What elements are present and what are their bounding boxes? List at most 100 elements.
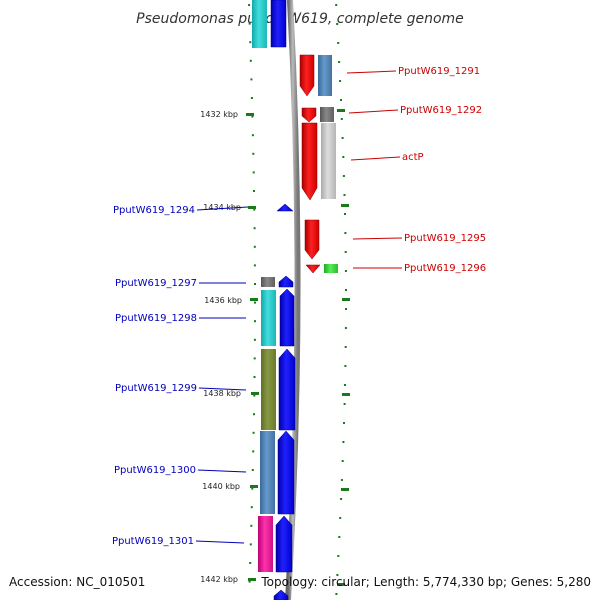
gene-arrow-PputW619_1295[interactable]: [304, 219, 320, 260]
scale-dot: [253, 208, 256, 211]
scale-dot: [343, 422, 345, 424]
scale-dot: [340, 498, 343, 500]
gene-arrow-PputW619_1301[interactable]: [275, 515, 293, 573]
scale-dot: [254, 320, 256, 323]
gene-arrow-PputW619_1291[interactable]: [299, 54, 315, 97]
scale-dot: [340, 99, 342, 101]
gene-arrow-PputW619_1300[interactable]: [277, 430, 295, 515]
scale-dot: [342, 441, 345, 443]
gene-arrow-actP[interactable]: [301, 122, 318, 201]
scale-dot: [254, 283, 256, 285]
outer-scale-dots: [335, 4, 347, 595]
kbp-label-1438: 1438 kbp: [203, 389, 241, 398]
gene-label-PputW619_1299[interactable]: PputW619_1299: [115, 383, 197, 394]
scale-dot: [343, 403, 346, 405]
scale-dot: [252, 152, 255, 155]
scale-dot: [248, 22, 251, 25]
gene-label-PputW619_1298[interactable]: PputW619_1298: [115, 313, 197, 324]
scale-dot: [345, 289, 347, 291]
cog-block-PputW619_1296: [324, 264, 338, 273]
kbp-label-1432: 1432 kbp: [200, 110, 238, 119]
scale-dot: [253, 190, 255, 192]
scale-dot: [344, 384, 346, 386]
accession-text: Accession: NC_010501: [9, 575, 145, 589]
scale-dot: [250, 524, 253, 527]
scale-dot: [344, 270, 347, 272]
kbp-tick-1438: [251, 392, 259, 395]
gene-label-PputW619_1294[interactable]: PputW619_1294: [113, 205, 195, 216]
scale-dot: [343, 194, 346, 196]
scale-dot: [335, 4, 338, 6]
gene-arrow-PputW619_1297[interactable]: [278, 275, 294, 288]
scale-dot: [253, 376, 256, 378]
gene-arrow-PputW619_1296[interactable]: [305, 264, 321, 274]
cog-block-PputW619_1301: [258, 516, 273, 572]
kbp-label-1436: 1436 kbp: [204, 296, 242, 305]
scale-dot: [337, 42, 340, 44]
gene-arrow-PputW619_1294[interactable]: [276, 203, 294, 212]
cog-block-PputW619_1292: [320, 107, 334, 122]
scale-dot: [249, 41, 252, 44]
scale-dot: [335, 593, 338, 595]
kbp-label-1442: 1442 kbp: [200, 575, 238, 584]
scale-dot: [339, 80, 342, 82]
kbp-tick-1432: [246, 113, 254, 116]
scale-dot: [249, 59, 252, 62]
scale-dot: [341, 137, 344, 139]
gene-arrow-PputW619_1298[interactable]: [279, 288, 295, 347]
scale-dot: [344, 251, 347, 253]
scale-dot: [344, 365, 347, 367]
gene-arrow-downstream[interactable]: [273, 589, 289, 600]
inner-scale-dots: [248, 4, 256, 583]
cog-block-PputW619_1291: [318, 55, 332, 96]
gene-label-PputW619_1295[interactable]: PputW619_1295: [404, 233, 486, 244]
cog-block-actP: [321, 123, 336, 199]
kbp-label-1434: 1434 kbp: [203, 203, 241, 212]
scale-dot: [250, 506, 253, 509]
gene-label-PputW619_1292[interactable]: PputW619_1292: [400, 105, 482, 116]
scale-dot: [344, 213, 346, 215]
scale-dot: [252, 450, 255, 453]
genome-title: Pseudomonas putida W619, complete genome: [136, 11, 464, 27]
gene-label-PputW619_1300[interactable]: PputW619_1300: [114, 465, 196, 476]
scale-dot: [252, 171, 255, 174]
cog-block-upstream: [252, 0, 267, 48]
outer-tick: [341, 488, 349, 491]
cog-block-PputW619_1298: [261, 290, 276, 346]
gene-arrow-upstream[interactable]: [270, 0, 287, 48]
gene-label-PputW619_1297[interactable]: PputW619_1297: [115, 278, 197, 289]
scale-dot: [338, 61, 341, 63]
gene-arrow-PputW619_1292[interactable]: [301, 107, 317, 123]
scale-dot: [249, 562, 252, 564]
scale-dot: [344, 346, 347, 348]
gene-label-PputW619_1291[interactable]: PputW619_1291: [398, 66, 480, 77]
scale-dot: [251, 134, 254, 137]
scale-dot: [252, 431, 255, 434]
outer-tick: [337, 583, 345, 586]
leader-lines: [195, 70, 403, 544]
scale-dot: [250, 97, 253, 99]
scale-dot: [248, 580, 251, 583]
kbp-tick-1442: [248, 578, 256, 581]
scale-dot: [344, 232, 347, 234]
scale-dot: [253, 227, 256, 230]
gene-arrow-PputW619_1299[interactable]: [278, 348, 296, 431]
scale-dot: [249, 543, 252, 546]
scale-dot: [342, 175, 345, 177]
scale-dot: [339, 517, 342, 519]
scale-dot: [340, 118, 343, 120]
scale-dot: [250, 78, 253, 81]
scale-dot: [248, 4, 251, 6]
gene-label-actP[interactable]: actP: [402, 152, 424, 163]
scale-dot: [251, 487, 254, 490]
kbp-tick-1434: [248, 206, 256, 209]
kbp-tick-1436: [250, 298, 258, 301]
gene-label-PputW619_1301[interactable]: PputW619_1301: [112, 536, 194, 547]
gene-label-PputW619_1296[interactable]: PputW619_1296: [404, 263, 486, 274]
cog-block-PputW619_1297: [261, 277, 275, 287]
scale-dot: [336, 574, 339, 576]
scale-dot: [253, 413, 255, 416]
scale-dot: [251, 115, 254, 118]
cog-block-PputW619_1299: [261, 349, 276, 430]
